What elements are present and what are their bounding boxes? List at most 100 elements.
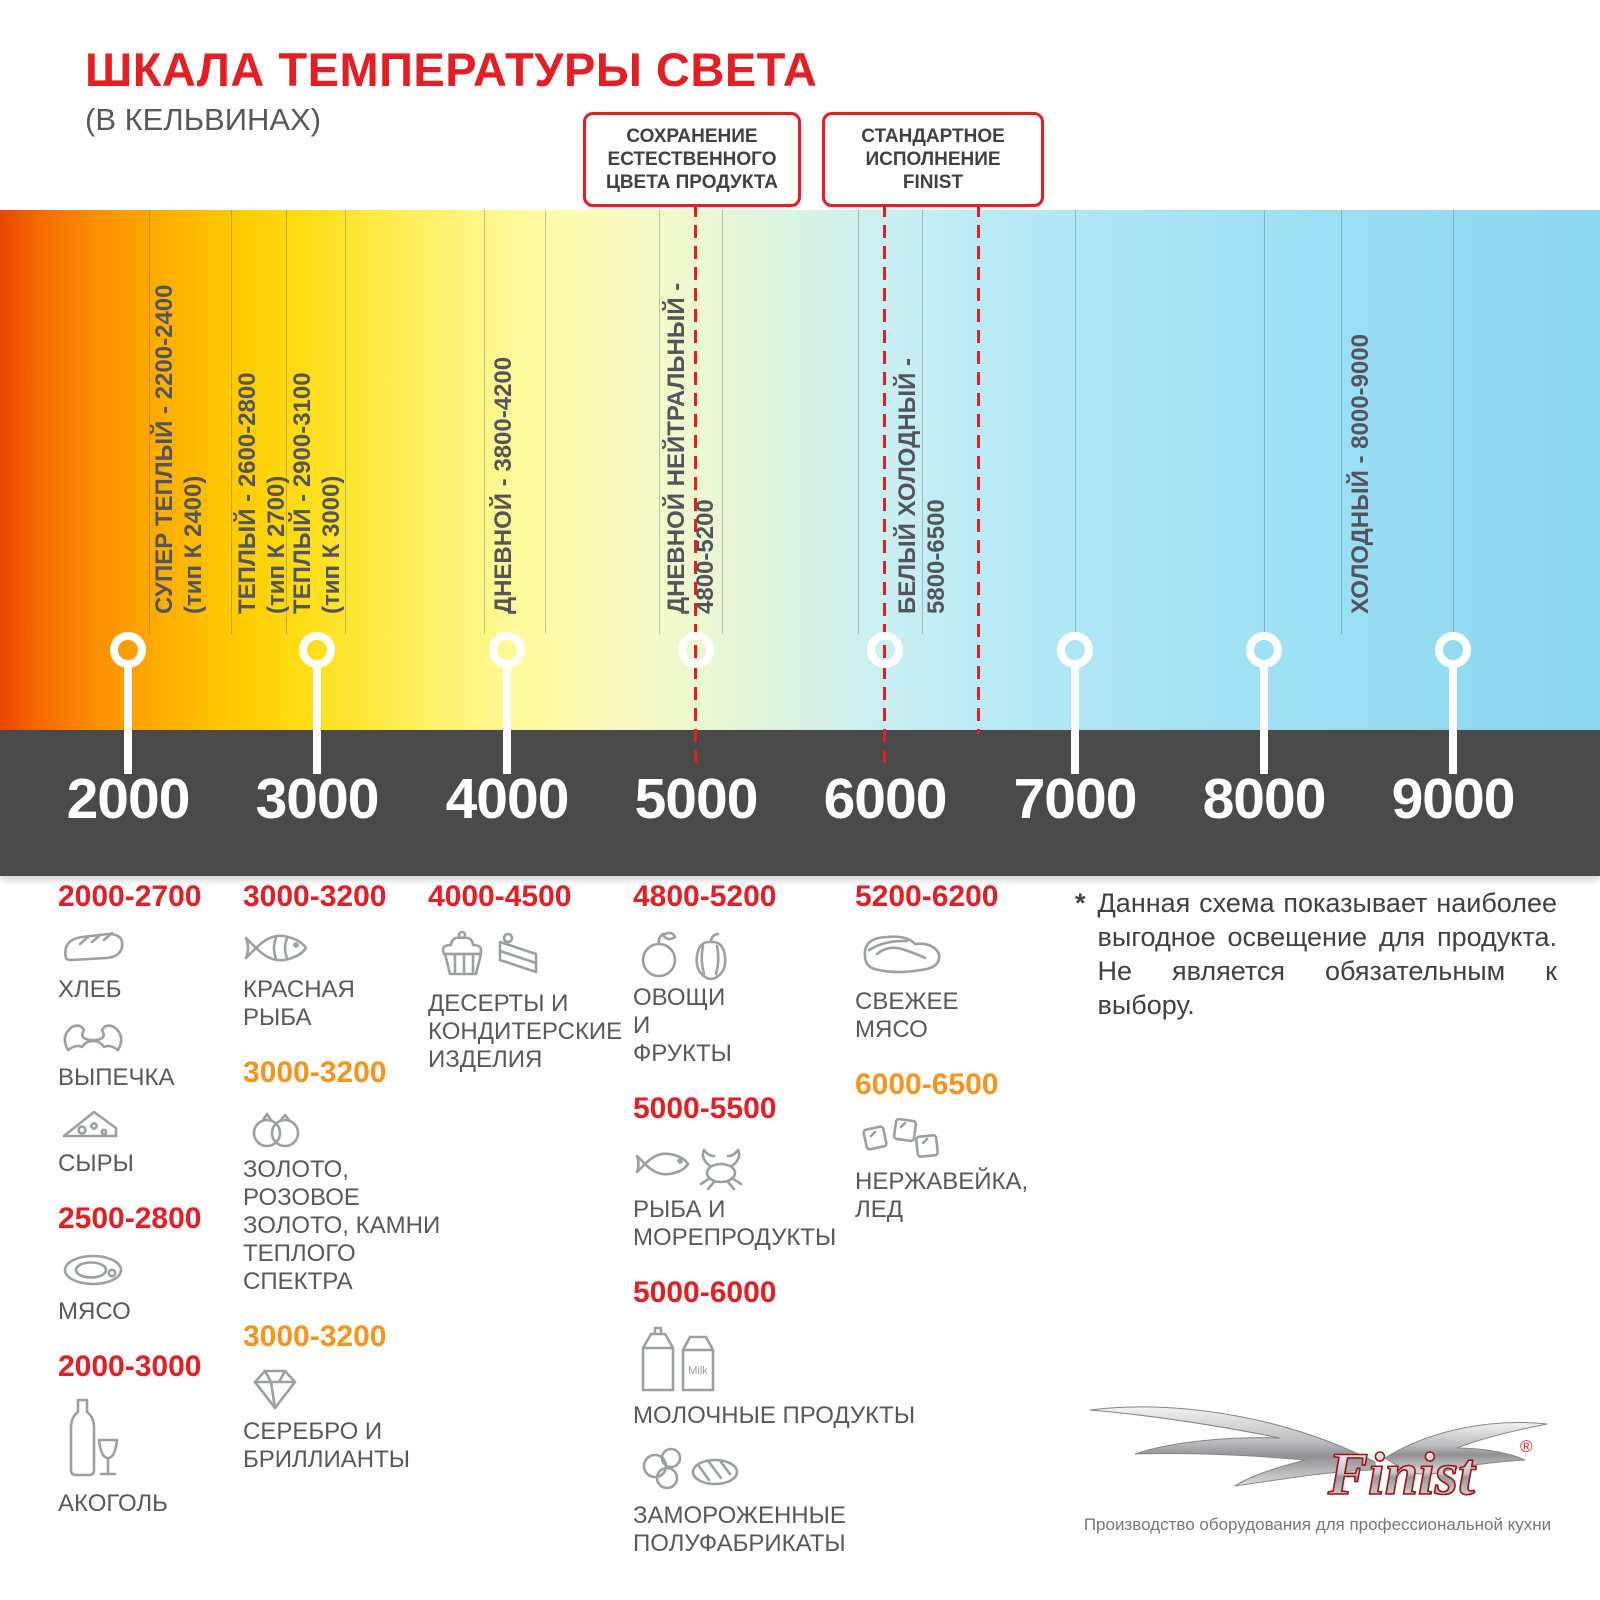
zone-label-daylight-neutral: ДНЕВНОЙ НЕЙТРАЛЬНЫЙ - 4800-5200 (662, 283, 720, 614)
finist-brand-text: Finist (1327, 1441, 1477, 1507)
zone-label-line: (тип К 2400) (180, 475, 207, 614)
food-label: ДЕСЕРТЫ И КОНДИТЕРСКИЕ ИЗДЕЛИЯ (428, 990, 623, 1073)
marker-stem (313, 662, 321, 774)
guide-line (858, 210, 859, 634)
marker-stem (1071, 662, 1079, 774)
axis-tick-4000: 4000 (445, 767, 570, 831)
fresh-meat-icon (863, 935, 941, 974)
zone-label-line: ДНЕВНОЙ НЕЙТРАЛЬНЫЙ - (663, 282, 690, 614)
food-label: КРАСНАЯ РЫБА (243, 976, 355, 1031)
guide-line (545, 210, 546, 634)
food-column-4: 4800-5200 ОВОЩИ И ФРУКТЫ 5000-5500 РЫБА … (633, 880, 916, 1566)
fish-seafood-icon (635, 1148, 743, 1191)
guide-line (345, 210, 346, 634)
vegetables-fruits-icon (641, 931, 727, 980)
axis-tick-3000: 3000 (255, 767, 380, 831)
zone-label-daylight: ДНЕВНОЙ - 3800-4200 (489, 357, 518, 614)
zone-label-warm-2700: ТЕПЛЫЙ - 2600-2800 (тип К 2700) (233, 372, 291, 614)
axis-tick-2000: 2000 (66, 767, 191, 831)
zone-label-line: ХОЛОДНЫЙ - 8000-9000 (1347, 334, 1374, 614)
red-fish-icon (244, 934, 308, 962)
guide-line (1075, 210, 1076, 634)
croissant-icon (63, 1024, 123, 1052)
marker-stem (1449, 662, 1457, 774)
bread-icon (64, 931, 124, 962)
zone-label-line: БЕЛЫЙ ХОЛОДНЫЙ - (894, 358, 921, 614)
food-label: АКОГОЛЬ (58, 1490, 168, 1517)
food-label: СВЕЖЕЕ МЯСО (855, 988, 959, 1043)
food-label: СЕРЕБРО И БРИЛЛИАНТЫ (243, 1418, 411, 1473)
scale-marker-6000 (867, 632, 903, 668)
meat-icon (63, 1254, 123, 1286)
food-label: РЫБА И МОРЕПРОДУКТЫ (633, 1196, 837, 1251)
milk-carton-text: Milk (688, 1365, 708, 1377)
food-label: ВЫПЕЧКА (58, 1064, 175, 1091)
range-label: 5200-6200 (855, 880, 999, 913)
food-column-1: 2000-2700 ХЛЕБ ВЫПЕЧКА СЫРЫ 2500-2800 МЯ… (58, 880, 238, 1526)
page-title: ШКАЛА ТЕМПЕРАТУРЫ СВЕТА (85, 43, 818, 96)
range-label: 2500-2800 (58, 1202, 202, 1235)
range-label: 5000-5500 (633, 1092, 777, 1125)
alcohol-icon (69, 1398, 119, 1477)
zone-label-warm-3000: ТЕПЛЫЙ - 2900-3100 (тип К 3000) (288, 372, 346, 614)
zone-label-line: (тип К 2700) (263, 475, 290, 614)
frozen-food-icon (642, 1447, 739, 1490)
guide-line (231, 210, 232, 634)
diamond-icon (253, 1369, 297, 1410)
kelvin-axis-band (0, 730, 1600, 876)
cheese-icon (62, 1110, 118, 1138)
food-label: МОЛОЧНЫЕ ПРОДУКТЫ (633, 1402, 916, 1429)
range-label: 4000-4500 (428, 880, 572, 913)
range-label: 3000-3200 (243, 1056, 387, 1089)
dessert-icon (441, 930, 538, 976)
finist-wings-icon: Finist ® (1089, 1406, 1548, 1508)
finist-logo: Finist ® Производство оборудования для п… (1080, 1382, 1555, 1535)
food-column-5: 5200-6200 СВЕЖЕЕ МЯСО 6000-6500 НЕРЖАВЕЙ… (855, 880, 1055, 1232)
zone-label-line: СУПЕР ТЕПЛЫЙ - 2200-2400 (151, 284, 178, 614)
marker-stem (124, 662, 132, 774)
range-label: 2000-3000 (58, 1350, 202, 1383)
zone-label-cold-white: БЕЛЫЙ ХОЛОДНЫЙ - 5800-6500 (893, 358, 951, 614)
footnote-text: Данная схема показывает наиболее выгодно… (1097, 888, 1557, 1020)
page-subtitle: (В КЕЛЬВИНАХ) (85, 102, 322, 137)
guide-line (722, 210, 723, 634)
scale-marker-5000 (678, 632, 714, 668)
food-label: ОВОЩИ И ФРУКТЫ (633, 984, 732, 1067)
kelvin-color-gradient (0, 210, 1600, 730)
jewelry-rings-icon (252, 1112, 300, 1148)
guide-line (149, 210, 150, 634)
guide-line (1453, 210, 1454, 634)
food-label: ХЛЕБ (58, 976, 122, 1003)
guide-line (484, 210, 485, 634)
callout-finist-standard: СТАНДАРТНОЕ ИСПОЛНЕНИЕ FINIST (822, 112, 1044, 207)
zone-label-line: (тип К 3000) (318, 475, 345, 614)
guide-line (659, 210, 660, 634)
guide-line (1341, 210, 1342, 634)
registered-mark: ® (1520, 1437, 1533, 1456)
guide-line (286, 210, 287, 634)
zone-label-line: ДНЕВНОЙ - 3800-4200 (490, 356, 517, 614)
stainless-ice-icon (862, 1117, 939, 1158)
callout-natural-color: СОХРАНЕНИЕ ЕСТЕСТВЕННОГО ЦВЕТА ПРОДУКТА (583, 112, 801, 207)
food-label: НЕРЖАВЕЙКА, ЛЕД (855, 1168, 1029, 1223)
range-label: 3000-3200 (243, 1320, 387, 1353)
zone-label-cold: ХОЛОДНЫЙ - 8000-9000 (1346, 334, 1375, 614)
range-label: 3000-3200 (243, 880, 387, 913)
food-label: ЗОЛОТО, РОЗОВОЕ ЗОЛОТО, КАМНИ ТЕПЛОГО СП… (243, 1156, 441, 1295)
zone-label-line: 5800-6500 (923, 499, 950, 614)
range-label: 5000-6000 (633, 1276, 777, 1309)
axis-tick-8000: 8000 (1202, 767, 1327, 831)
axis-tick-5000: 5000 (634, 767, 759, 831)
range-label: 6000-6500 (855, 1068, 999, 1101)
zone-label-line: ТЕПЛЫЙ - 2600-2800 (234, 372, 261, 614)
food-column-3: 4000-4500 ДЕСЕРТЫ И КОНДИТЕРСКИЕ ИЗДЕЛИЯ (428, 880, 628, 1082)
axis-tick-9000: 9000 (1391, 767, 1516, 831)
marker-stem (503, 662, 511, 774)
range-label: 2000-2700 (58, 880, 202, 913)
guide-line (922, 210, 923, 634)
axis-tick-6000: 6000 (823, 767, 948, 831)
footnote-asterisk: * (1075, 888, 1086, 918)
milk-icon: Milk (641, 1326, 715, 1392)
red-dashed-line-5000k (694, 204, 697, 768)
red-dashed-line-6000k (883, 204, 886, 768)
